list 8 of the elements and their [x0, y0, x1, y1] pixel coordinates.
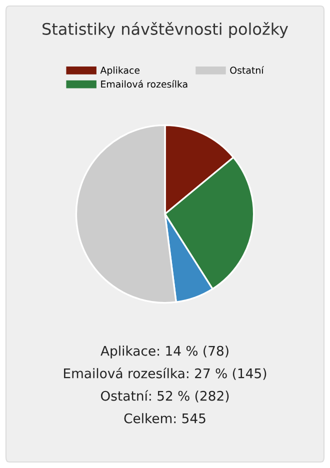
text: Celkem: 545	[124, 413, 206, 424]
legend-label: Ostatní	[230, 66, 264, 74]
legend-label: Emailová rozesílka	[101, 80, 188, 88]
legend-label: Aplikace	[100, 66, 140, 76]
text: Aplikace: 14 % (78)	[100, 346, 228, 358]
text: Ostatní: 52 % (282)	[100, 390, 229, 402]
text: Emailová rozesílka: 27 % (145)	[64, 368, 266, 380]
chart-title: Statistiky návštěvnosti položky	[42, 22, 288, 38]
